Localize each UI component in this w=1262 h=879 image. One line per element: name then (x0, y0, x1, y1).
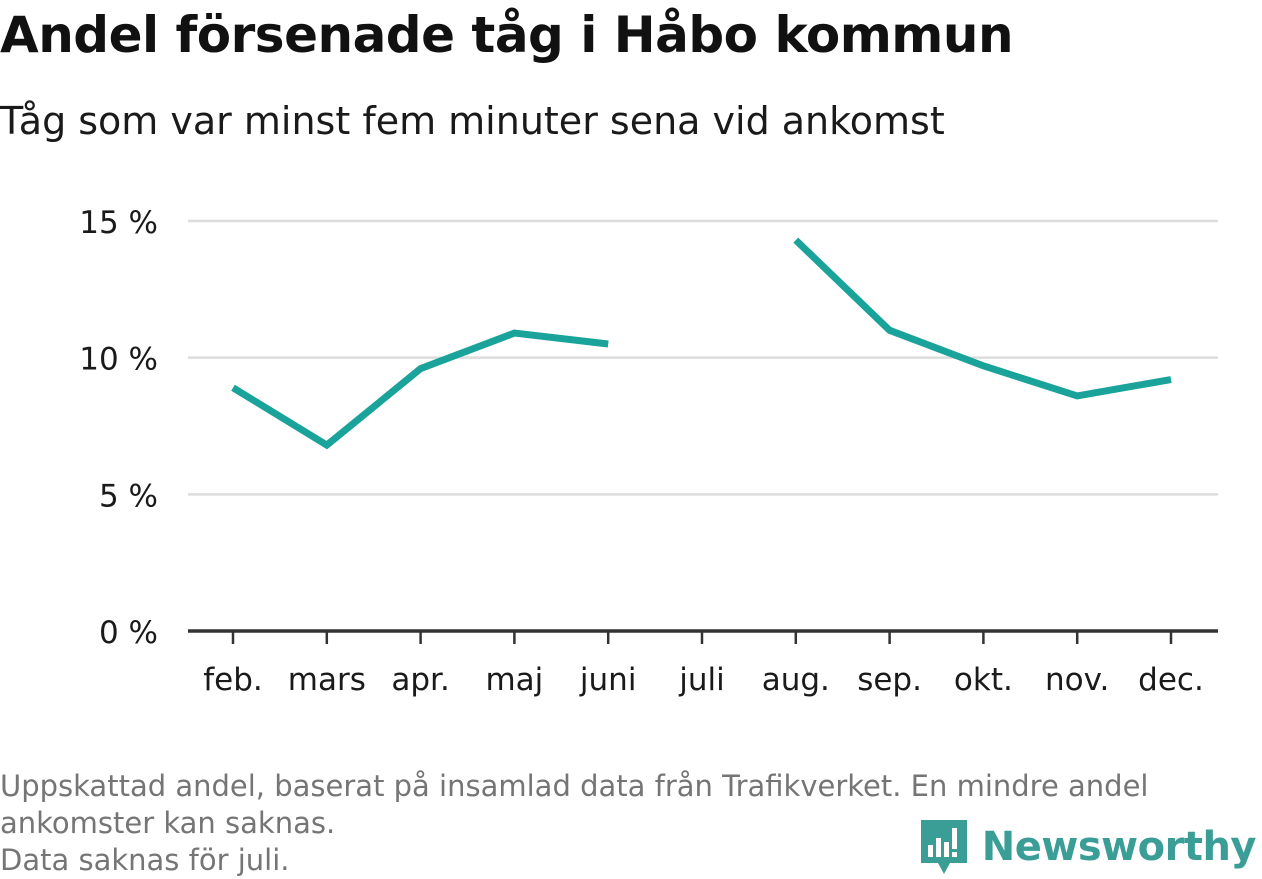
y-axis-ticks: 0 % 5 % 10 % 15 % (79, 205, 158, 651)
x-tick-label: feb. (203, 662, 263, 698)
chart-title: Andel försenade tåg i Håbo kommun (0, 6, 1014, 64)
series-line-segment (793, 237, 1172, 400)
x-tick-label: sep. (857, 662, 922, 698)
gridlines (188, 219, 1218, 496)
series-lines (231, 237, 1172, 450)
chart-subtitle: Tåg som var minst fem minuter sena vid a… (0, 99, 945, 143)
footer-note: Uppskattad andel, baserat på insamlad da… (0, 768, 1250, 879)
footer-note-line: Uppskattad andel, baserat på insamlad da… (0, 769, 1149, 803)
x-tick-label: juli (678, 662, 725, 698)
brand-logo: Newsworthy (918, 817, 1257, 877)
x-axis-ticks: feb. mars apr. maj juni juli aug. sep. okt. nov. d… (203, 631, 1204, 698)
y-tick-label: 0 % (99, 615, 158, 651)
x-tick-label: maj (485, 662, 543, 698)
x-tick-label: juni (579, 662, 637, 698)
y-tick-label: 10 % (79, 342, 158, 378)
x-tick-label: aug. (762, 662, 830, 698)
brand-name: Newsworthy (981, 824, 1257, 870)
footer-note-line: Data saknas för juli. (0, 843, 290, 877)
footer-note-line: ankomster kan saknas. (0, 806, 336, 840)
x-tick-label: nov. (1045, 662, 1109, 698)
x-tick-label: apr. (391, 662, 449, 698)
x-tick-label: mars (288, 662, 366, 698)
y-tick-label: 5 % (99, 478, 158, 514)
x-tick-label: okt. (954, 662, 1013, 698)
bar-chart-speech-bubble-icon (920, 820, 967, 874)
series-line-segment (231, 329, 609, 450)
x-tick-label: dec. (1138, 662, 1204, 698)
y-tick-label: 15 % (79, 205, 158, 241)
